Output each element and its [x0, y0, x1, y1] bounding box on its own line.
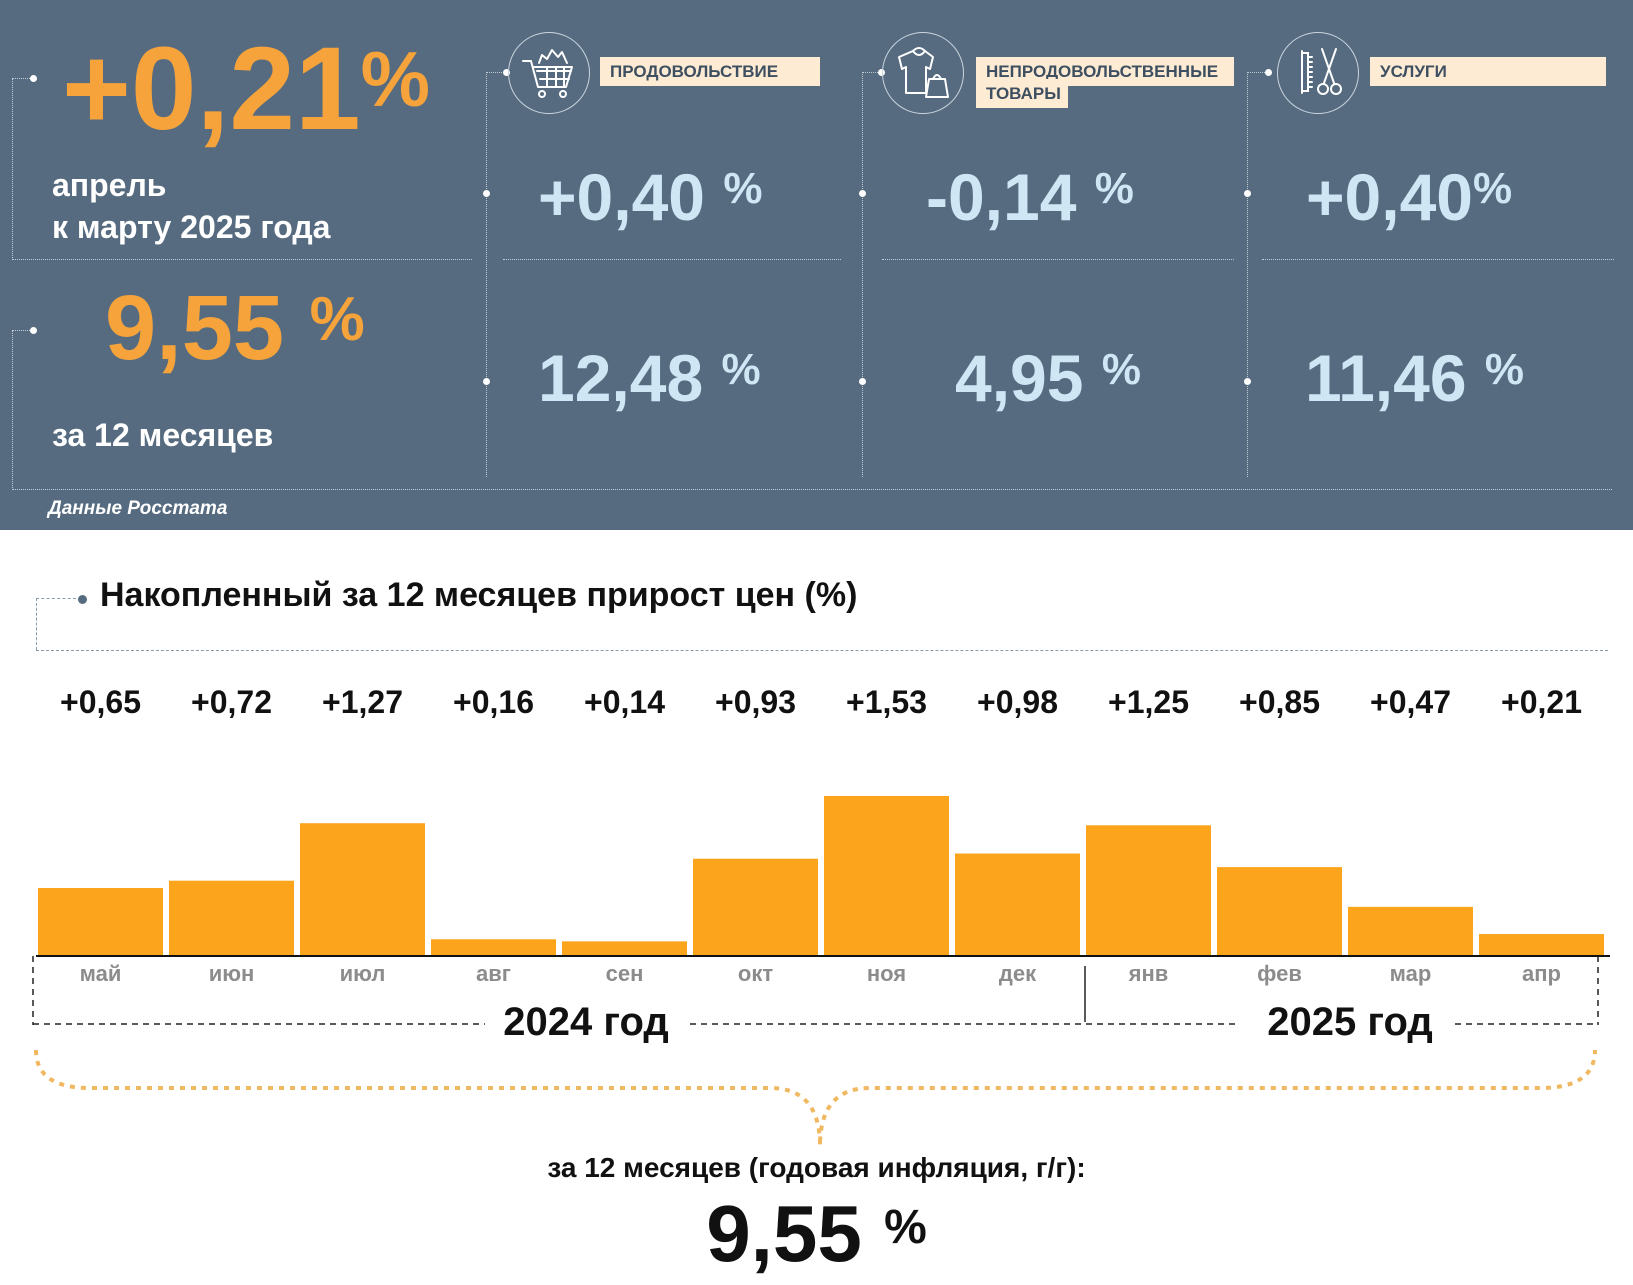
nonfood-monthly-value: -0,14 %	[926, 160, 1134, 234]
category-icon-circle	[508, 32, 590, 114]
value-label: +0,21	[1501, 684, 1582, 720]
summary-panel: +0,21% апрель к марту 2025 года 9,55 % з…	[0, 0, 1633, 530]
bullet-dot	[503, 69, 510, 76]
month-label: дек	[999, 961, 1037, 986]
clothing-icon	[898, 47, 949, 98]
divider	[862, 72, 882, 73]
month-label: янв	[1128, 961, 1169, 986]
bar	[169, 880, 294, 956]
month-label: фев	[1257, 961, 1302, 986]
value-label: +1,53	[846, 684, 927, 720]
bar	[562, 941, 687, 956]
value-label: +0,47	[1370, 684, 1451, 720]
summary-caption: за 12 месяцев (годовая инфляция, г/г):	[547, 1152, 1086, 1183]
bullet-dot	[78, 595, 87, 604]
month-label: июн	[209, 961, 255, 986]
divider	[36, 650, 1608, 651]
divider	[36, 598, 37, 650]
bar	[824, 796, 949, 956]
chart-title: Накопленный за 12 месяцев прирост цен (%…	[100, 576, 858, 614]
month-label: апр	[1522, 961, 1561, 986]
month-label: мар	[1390, 961, 1432, 986]
value-label: +0,98	[977, 684, 1058, 720]
divider	[503, 259, 841, 260]
divider	[882, 259, 1234, 260]
month-label: окт	[738, 961, 773, 986]
services-monthly-value: +0,40%	[1306, 160, 1513, 234]
bar	[431, 939, 556, 956]
annual-inflation-value: 9,55 %	[105, 277, 365, 379]
bullet-dot	[1244, 378, 1251, 385]
bullet-dot	[30, 75, 37, 82]
category-label-nonfood-line2: ТОВАРЫ	[976, 79, 1068, 108]
divider	[12, 78, 13, 260]
value-label: +0,72	[191, 684, 272, 720]
bar	[693, 858, 818, 956]
shopping-cart-icon	[522, 49, 573, 98]
value-label: +0,85	[1239, 684, 1320, 720]
annual-brace	[34, 1049, 1597, 1147]
value-label: +0,14	[584, 684, 665, 720]
month-label: июл	[340, 961, 386, 986]
value-label: +0,65	[60, 684, 141, 720]
food-monthly-value: +0,40 %	[538, 160, 763, 234]
services-annual-value: 11,46 %	[1305, 341, 1524, 415]
divider	[12, 259, 472, 260]
bar	[1217, 867, 1342, 956]
category-label-food: ПРОДОВОЛЬСТВИЕ	[600, 57, 820, 86]
month-label: май	[80, 961, 122, 986]
bullet-dot	[483, 378, 490, 385]
divider	[862, 72, 863, 477]
divider	[12, 78, 32, 79]
month-label: авг	[476, 961, 511, 986]
annual-caption: за 12 месяцев	[52, 417, 274, 453]
divider	[486, 72, 506, 73]
bar	[300, 823, 425, 956]
divider	[1247, 72, 1248, 477]
category-icon-circle	[1277, 32, 1359, 114]
month-label: сен	[606, 961, 644, 986]
divider	[12, 330, 13, 490]
bullet-dot	[878, 69, 885, 76]
bullet-dot	[30, 327, 37, 334]
month-label: ноя	[867, 961, 906, 986]
value-label: +0,93	[715, 684, 796, 720]
nonfood-annual-value: 4,95 %	[955, 341, 1141, 415]
comb-scissors-icon	[1301, 48, 1342, 95]
divider	[486, 72, 487, 477]
monthly-inflation-value: +0,21%	[62, 23, 430, 155]
value-label: +0,16	[453, 684, 534, 720]
source-note: Данные Росстата	[48, 498, 228, 519]
year-label-2025: 2025 год	[1267, 1000, 1433, 1044]
divider	[36, 598, 76, 599]
value-label: +1,27	[322, 684, 403, 720]
bar	[1348, 906, 1473, 956]
bar	[1086, 825, 1211, 956]
divider	[1247, 72, 1267, 73]
monthly-caption: апрель к марту 2025 года	[52, 167, 331, 245]
bullet-dot	[859, 190, 866, 197]
bullet-dot	[1244, 190, 1251, 197]
year-label-2024: 2024 год	[503, 1000, 669, 1044]
value-label: +1,25	[1108, 684, 1189, 720]
summary-value: 9,55 %	[706, 1189, 927, 1278]
divider	[12, 489, 1612, 490]
bar	[38, 888, 163, 956]
divider	[1262, 259, 1614, 260]
bar	[1479, 934, 1604, 956]
bar	[955, 853, 1080, 956]
bullet-dot	[859, 378, 866, 385]
category-label-services: УСЛУГИ	[1370, 57, 1606, 86]
category-icon-circle	[882, 32, 964, 114]
food-annual-value: 12,48 %	[538, 341, 761, 415]
bar-chart: +0,65 май +0,72 июн +1,27 июл +0,16 авг +0,14 сен…	[32, 684, 1610, 1044]
bullet-dot	[1265, 69, 1272, 76]
divider	[12, 330, 32, 331]
bullet-dot	[483, 190, 490, 197]
